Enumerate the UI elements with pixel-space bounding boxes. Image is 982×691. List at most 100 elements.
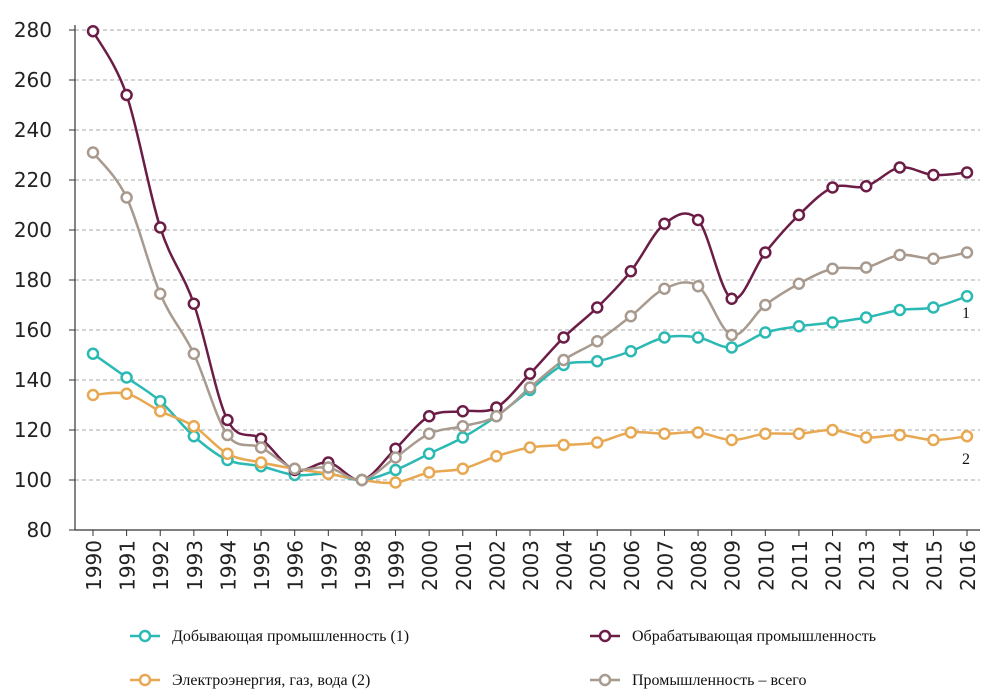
data-point — [859, 261, 873, 274]
annotation: 2 — [962, 451, 970, 468]
x-tick-label: 2015 — [922, 540, 946, 591]
y-tick-label: 120 — [14, 418, 52, 442]
x-tick-label: 1992 — [149, 540, 173, 591]
data-point — [254, 456, 268, 469]
data-point — [759, 427, 772, 440]
data-point — [523, 381, 537, 394]
data-point — [624, 310, 638, 323]
x-tick-label: 2000 — [418, 540, 442, 591]
data-point — [153, 405, 167, 418]
data-point — [590, 436, 604, 449]
data-point — [389, 451, 402, 464]
data-point — [691, 331, 705, 344]
data-point — [422, 427, 436, 440]
data-point — [355, 473, 369, 487]
data-point — [759, 298, 772, 312]
data-point — [826, 423, 839, 437]
data-point — [490, 410, 503, 423]
data-point — [120, 191, 133, 204]
data-point — [893, 303, 907, 317]
data-point — [120, 88, 133, 102]
data-point — [893, 428, 907, 442]
data-point — [960, 290, 974, 303]
y-tick-label: 180 — [14, 268, 52, 292]
legend-label: Промышленность – всего — [632, 672, 806, 689]
x-tick-label: 2016 — [956, 540, 980, 591]
data-point — [826, 262, 839, 275]
data-point — [456, 405, 470, 418]
data-point — [456, 431, 470, 444]
data-point — [792, 277, 806, 290]
x-tick-label: 2006 — [620, 540, 644, 591]
data-point — [792, 320, 806, 333]
legend-marker — [598, 673, 612, 687]
data-point — [759, 246, 772, 259]
data-point — [86, 25, 100, 38]
data-point — [456, 462, 470, 475]
data-point — [927, 433, 940, 447]
y-tick-label: 80 — [27, 518, 52, 542]
data-point — [859, 431, 873, 444]
data-point — [187, 430, 201, 443]
data-point — [725, 433, 738, 447]
data-point — [658, 217, 671, 230]
legend-label: Электроэнергия, газ, вода (2) — [172, 672, 370, 689]
x-tick-label: 1991 — [116, 540, 140, 591]
data-point — [221, 413, 234, 427]
data-point — [725, 328, 738, 342]
y-tick-label: 280 — [14, 18, 52, 42]
data-point — [960, 430, 974, 443]
data-point — [859, 180, 873, 193]
data-point — [927, 252, 940, 265]
data-point — [927, 301, 940, 314]
data-point — [557, 438, 570, 452]
data-point — [826, 316, 839, 329]
data-point — [187, 420, 201, 433]
data-point — [322, 461, 335, 474]
data-point — [523, 367, 537, 380]
data-point — [759, 326, 772, 339]
x-tick-label: 2003 — [519, 540, 543, 591]
data-point — [557, 353, 570, 367]
y-tick-label: 140 — [14, 368, 52, 392]
x-tick-label: 2004 — [553, 540, 577, 591]
x-tick-label: 1995 — [250, 540, 274, 591]
legend-marker — [598, 629, 612, 643]
x-tick-label: 1994 — [216, 540, 240, 591]
data-point — [153, 287, 167, 300]
data-point — [120, 387, 133, 400]
data-point — [389, 476, 402, 489]
x-tick-label: 2008 — [687, 540, 711, 591]
y-tick-label: 220 — [14, 168, 52, 192]
data-point — [86, 388, 100, 402]
annotation: 1 — [962, 305, 970, 322]
x-tick-label: 1990 — [82, 540, 106, 591]
x-tick-label: 2010 — [754, 540, 778, 591]
x-tick-label: 2001 — [452, 540, 476, 591]
y-tick-label: 200 — [14, 218, 52, 242]
data-point — [893, 248, 907, 262]
data-point — [624, 426, 638, 439]
data-point — [658, 282, 671, 295]
x-tick-label: 1996 — [284, 540, 308, 591]
series-line — [91, 30, 968, 482]
data-point — [288, 462, 301, 475]
data-point — [86, 347, 100, 360]
legend-marker — [138, 673, 152, 687]
data-point — [557, 331, 570, 344]
data-point — [590, 355, 604, 368]
data-point — [691, 280, 705, 293]
data-point — [456, 420, 470, 433]
x-tick-label: 1997 — [317, 540, 341, 591]
x-tick-label: 2013 — [855, 540, 879, 591]
data-point — [590, 335, 604, 348]
data-point — [187, 347, 201, 360]
legend-marker — [138, 629, 152, 643]
x-tick-label: 2005 — [586, 540, 610, 591]
x-tick-label: 1999 — [385, 540, 409, 591]
data-point — [725, 341, 738, 354]
x-tick-label: 2011 — [788, 540, 812, 591]
data-point — [422, 447, 436, 460]
data-point — [792, 427, 806, 440]
